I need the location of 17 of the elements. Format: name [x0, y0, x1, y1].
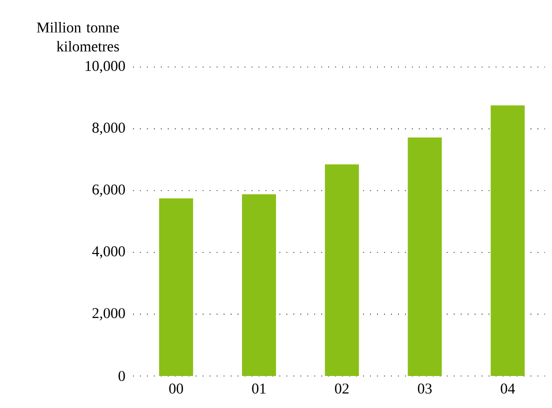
y-tick-label: 8,000 — [92, 122, 125, 135]
bar — [242, 194, 276, 376]
bar — [408, 137, 442, 376]
x-tick-label: 00 — [169, 384, 184, 394]
y-tick-label: 2,000 — [92, 308, 125, 320]
x-tick-label: 01 — [252, 384, 266, 394]
bar — [324, 164, 359, 376]
x-tick-label: 02 — [334, 384, 349, 394]
y-axis-title: Million tonne kilometres — [36, 22, 119, 52]
x-tick-label: 03 — [418, 384, 432, 394]
bar — [490, 105, 525, 376]
y-tick-label: 10,000 — [86, 60, 125, 74]
y-tick-label: 4,000 — [92, 246, 125, 259]
bar — [159, 198, 194, 376]
x-tick-label: 04 — [500, 384, 515, 394]
y-tick-label: 6,000 — [92, 184, 125, 197]
y-tick-label: 0 — [118, 370, 125, 382]
